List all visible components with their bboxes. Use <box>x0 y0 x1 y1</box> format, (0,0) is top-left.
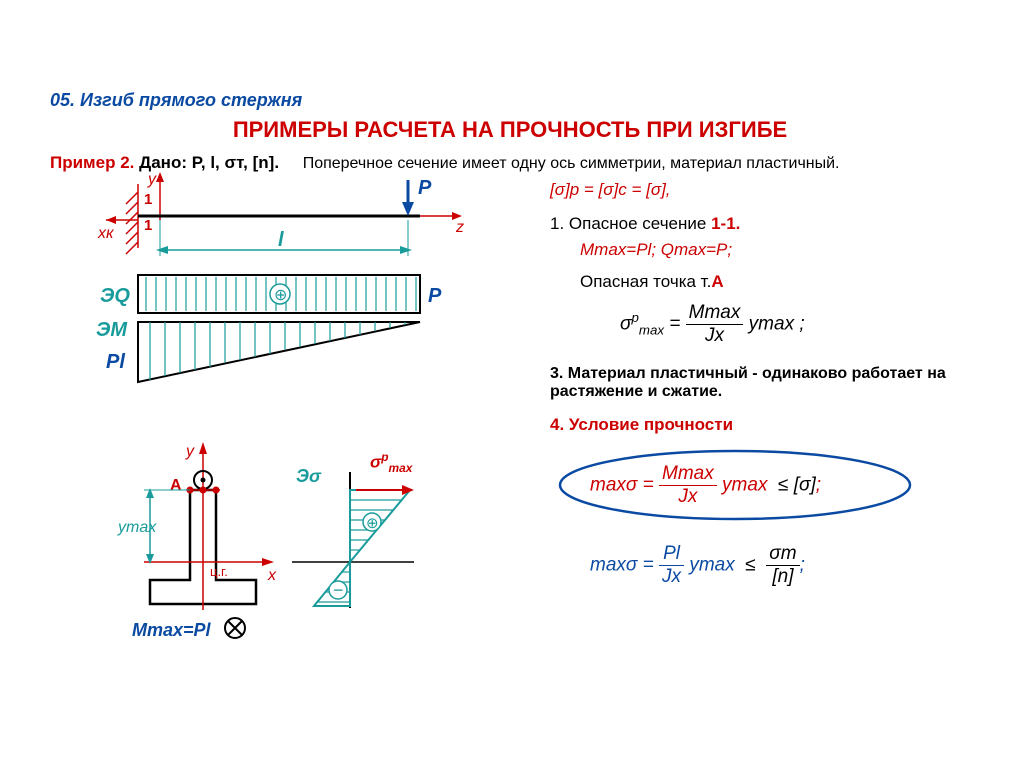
notes-column: [σ]p = [σ]c = [σ], 1. Опасное сечение 1-… <box>550 180 970 588</box>
cross-section-diagram: y x ц.г. A ymax Mmax=Pl <box>70 440 490 650</box>
svg-text:y: y <box>147 171 157 188</box>
svg-text:P: P <box>428 285 442 307</box>
sigma-equality: [σ]p = [σ]c = [σ], <box>550 180 970 200</box>
svg-text:1: 1 <box>144 217 152 234</box>
page-container: 05. Изгиб прямого стержня ПРИМЕРЫ РАСЧЕТ… <box>50 90 970 650</box>
svg-text:ц.г.: ц.г. <box>210 564 228 579</box>
svg-text:A: A <box>170 477 182 494</box>
svg-text:l: l <box>278 229 284 251</box>
note-3: 3. Материал пластичный - одинаково работ… <box>550 365 970 401</box>
sigma-formula: σpmax = MmaxJx ymax ; <box>620 302 970 347</box>
svg-text:Mmax=Pl: Mmax=Pl <box>132 620 212 640</box>
svg-text:P: P <box>418 177 432 199</box>
sigma-p-max-label: σpmax <box>370 450 412 475</box>
strength-condition-box: maxσ = MmaxJx ymax ≤ [σ]; <box>550 445 970 525</box>
svg-text:ЭQ: ЭQ <box>100 285 130 307</box>
svg-text:1: 1 <box>144 191 152 208</box>
svg-text:z: z <box>455 219 464 236</box>
page-title: ПРИМЕРЫ РАСЧЕТА НА ПРОЧНОСТЬ ПРИ ИЗГИБЕ <box>50 117 970 143</box>
svg-text:ЭМ: ЭМ <box>96 319 128 341</box>
svg-text:Эσ: Эσ <box>296 466 322 486</box>
note-1-point: Опасная точка т.А <box>580 272 970 292</box>
strength-condition-2: maxσ = PlJx ymax ≤ σт[n]; <box>590 543 970 588</box>
beam-diagram: y 1 1 xк z P l <box>60 170 480 430</box>
svg-text:⊕: ⊕ <box>274 287 287 304</box>
section-title: 05. Изгиб прямого стержня <box>50 90 970 111</box>
svg-text:xк: xк <box>97 225 115 242</box>
note-1-mmax: Mmax=Pl; Qmax=P; <box>580 240 970 260</box>
svg-text:x: x <box>267 567 277 584</box>
note-4: 4. Условие прочности <box>550 415 970 435</box>
note-1-title: 1. Опасное сечение 1-1. <box>550 214 970 234</box>
svg-text:−: − <box>333 580 344 600</box>
svg-text:Pl: Pl <box>106 351 125 373</box>
svg-text:y: y <box>185 443 195 460</box>
svg-text:ymax: ymax <box>117 519 157 536</box>
svg-text:⊕: ⊕ <box>366 515 379 532</box>
